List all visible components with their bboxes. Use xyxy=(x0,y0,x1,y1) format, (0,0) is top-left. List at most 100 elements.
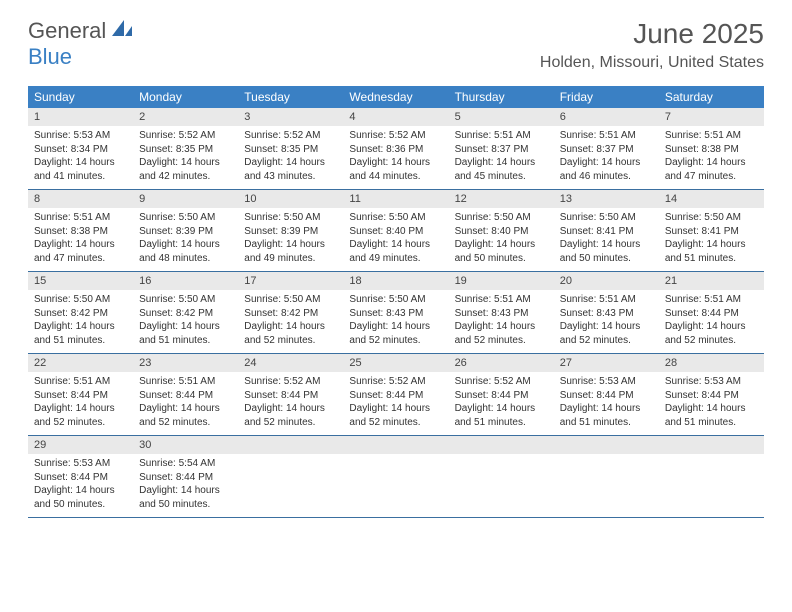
weekday-header: Sunday xyxy=(28,86,133,108)
calendar-week: 8Sunrise: 5:51 AMSunset: 8:38 PMDaylight… xyxy=(28,190,764,272)
calendar-day: 25Sunrise: 5:52 AMSunset: 8:44 PMDayligh… xyxy=(343,354,448,435)
day-number-empty xyxy=(554,436,659,454)
day-details: Sunrise: 5:50 AMSunset: 8:41 PMDaylight:… xyxy=(554,208,659,271)
day-number-empty xyxy=(238,436,343,454)
day-number: 8 xyxy=(28,190,133,208)
day-details: Sunrise: 5:50 AMSunset: 8:42 PMDaylight:… xyxy=(28,290,133,353)
weekday-header: Thursday xyxy=(449,86,554,108)
day-number: 3 xyxy=(238,108,343,126)
calendar-day: 14Sunrise: 5:50 AMSunset: 8:41 PMDayligh… xyxy=(659,190,764,271)
logo-sail-icon xyxy=(110,18,134,44)
calendar-day: 12Sunrise: 5:50 AMSunset: 8:40 PMDayligh… xyxy=(449,190,554,271)
day-details: Sunrise: 5:51 AMSunset: 8:37 PMDaylight:… xyxy=(449,126,554,189)
day-number: 30 xyxy=(133,436,238,454)
day-number: 27 xyxy=(554,354,659,372)
page-header: General June 2025 Holden, Missouri, Unit… xyxy=(0,0,792,78)
day-number: 11 xyxy=(343,190,448,208)
day-number: 13 xyxy=(554,190,659,208)
day-details: Sunrise: 5:54 AMSunset: 8:44 PMDaylight:… xyxy=(133,454,238,517)
day-details: Sunrise: 5:51 AMSunset: 8:44 PMDaylight:… xyxy=(659,290,764,353)
location-text: Holden, Missouri, United States xyxy=(540,54,764,72)
month-title: June 2025 xyxy=(540,18,764,50)
calendar-day: 30Sunrise: 5:54 AMSunset: 8:44 PMDayligh… xyxy=(133,436,238,517)
calendar-day: 17Sunrise: 5:50 AMSunset: 8:42 PMDayligh… xyxy=(238,272,343,353)
day-details: Sunrise: 5:53 AMSunset: 8:44 PMDaylight:… xyxy=(28,454,133,517)
day-number: 15 xyxy=(28,272,133,290)
day-details: Sunrise: 5:53 AMSunset: 8:44 PMDaylight:… xyxy=(554,372,659,435)
weekday-header: Saturday xyxy=(659,86,764,108)
calendar-day: 19Sunrise: 5:51 AMSunset: 8:43 PMDayligh… xyxy=(449,272,554,353)
title-block: June 2025 Holden, Missouri, United State… xyxy=(540,18,764,72)
day-number-empty xyxy=(343,436,448,454)
day-number: 7 xyxy=(659,108,764,126)
day-details: Sunrise: 5:51 AMSunset: 8:38 PMDaylight:… xyxy=(659,126,764,189)
calendar-day: 11Sunrise: 5:50 AMSunset: 8:40 PMDayligh… xyxy=(343,190,448,271)
day-details: Sunrise: 5:52 AMSunset: 8:35 PMDaylight:… xyxy=(133,126,238,189)
calendar-day: 20Sunrise: 5:51 AMSunset: 8:43 PMDayligh… xyxy=(554,272,659,353)
calendar-day: 24Sunrise: 5:52 AMSunset: 8:44 PMDayligh… xyxy=(238,354,343,435)
weekday-header: Monday xyxy=(133,86,238,108)
calendar-day: 15Sunrise: 5:50 AMSunset: 8:42 PMDayligh… xyxy=(28,272,133,353)
day-details: Sunrise: 5:51 AMSunset: 8:43 PMDaylight:… xyxy=(449,290,554,353)
day-details: Sunrise: 5:51 AMSunset: 8:37 PMDaylight:… xyxy=(554,126,659,189)
day-number: 24 xyxy=(238,354,343,372)
logo: General xyxy=(28,18,134,44)
calendar-week: 29Sunrise: 5:53 AMSunset: 8:44 PMDayligh… xyxy=(28,436,764,518)
day-details: Sunrise: 5:50 AMSunset: 8:43 PMDaylight:… xyxy=(343,290,448,353)
day-number: 9 xyxy=(133,190,238,208)
day-details: Sunrise: 5:51 AMSunset: 8:43 PMDaylight:… xyxy=(554,290,659,353)
calendar-day: 4Sunrise: 5:52 AMSunset: 8:36 PMDaylight… xyxy=(343,108,448,189)
day-number-empty xyxy=(449,436,554,454)
day-details: Sunrise: 5:50 AMSunset: 8:40 PMDaylight:… xyxy=(449,208,554,271)
calendar-day: 3Sunrise: 5:52 AMSunset: 8:35 PMDaylight… xyxy=(238,108,343,189)
day-number: 26 xyxy=(449,354,554,372)
calendar-day: 5Sunrise: 5:51 AMSunset: 8:37 PMDaylight… xyxy=(449,108,554,189)
calendar-empty-cell xyxy=(449,436,554,517)
day-number: 25 xyxy=(343,354,448,372)
calendar-week: 1Sunrise: 5:53 AMSunset: 8:34 PMDaylight… xyxy=(28,108,764,190)
day-number: 17 xyxy=(238,272,343,290)
day-details: Sunrise: 5:51 AMSunset: 8:44 PMDaylight:… xyxy=(133,372,238,435)
day-number: 16 xyxy=(133,272,238,290)
weekday-header: Friday xyxy=(554,86,659,108)
weekday-header: Tuesday xyxy=(238,86,343,108)
calendar-day: 18Sunrise: 5:50 AMSunset: 8:43 PMDayligh… xyxy=(343,272,448,353)
day-details: Sunrise: 5:51 AMSunset: 8:44 PMDaylight:… xyxy=(28,372,133,435)
calendar-day: 9Sunrise: 5:50 AMSunset: 8:39 PMDaylight… xyxy=(133,190,238,271)
calendar-day: 22Sunrise: 5:51 AMSunset: 8:44 PMDayligh… xyxy=(28,354,133,435)
calendar-day: 1Sunrise: 5:53 AMSunset: 8:34 PMDaylight… xyxy=(28,108,133,189)
calendar-week: 22Sunrise: 5:51 AMSunset: 8:44 PMDayligh… xyxy=(28,354,764,436)
day-number: 10 xyxy=(238,190,343,208)
calendar-day: 6Sunrise: 5:51 AMSunset: 8:37 PMDaylight… xyxy=(554,108,659,189)
day-number: 6 xyxy=(554,108,659,126)
calendar-day: 27Sunrise: 5:53 AMSunset: 8:44 PMDayligh… xyxy=(554,354,659,435)
day-details: Sunrise: 5:50 AMSunset: 8:42 PMDaylight:… xyxy=(238,290,343,353)
calendar-empty-cell xyxy=(554,436,659,517)
day-number: 20 xyxy=(554,272,659,290)
calendar-day: 23Sunrise: 5:51 AMSunset: 8:44 PMDayligh… xyxy=(133,354,238,435)
day-details: Sunrise: 5:52 AMSunset: 8:44 PMDaylight:… xyxy=(449,372,554,435)
day-details: Sunrise: 5:52 AMSunset: 8:35 PMDaylight:… xyxy=(238,126,343,189)
day-number: 28 xyxy=(659,354,764,372)
day-details: Sunrise: 5:53 AMSunset: 8:44 PMDaylight:… xyxy=(659,372,764,435)
day-details: Sunrise: 5:52 AMSunset: 8:44 PMDaylight:… xyxy=(238,372,343,435)
calendar-empty-cell xyxy=(659,436,764,517)
day-number: 19 xyxy=(449,272,554,290)
calendar-empty-cell xyxy=(343,436,448,517)
day-number: 1 xyxy=(28,108,133,126)
day-number: 5 xyxy=(449,108,554,126)
calendar-day: 7Sunrise: 5:51 AMSunset: 8:38 PMDaylight… xyxy=(659,108,764,189)
day-details: Sunrise: 5:52 AMSunset: 8:36 PMDaylight:… xyxy=(343,126,448,189)
day-details: Sunrise: 5:50 AMSunset: 8:39 PMDaylight:… xyxy=(238,208,343,271)
calendar-day: 2Sunrise: 5:52 AMSunset: 8:35 PMDaylight… xyxy=(133,108,238,189)
day-details: Sunrise: 5:52 AMSunset: 8:44 PMDaylight:… xyxy=(343,372,448,435)
day-number: 21 xyxy=(659,272,764,290)
calendar-day: 10Sunrise: 5:50 AMSunset: 8:39 PMDayligh… xyxy=(238,190,343,271)
day-details: Sunrise: 5:51 AMSunset: 8:38 PMDaylight:… xyxy=(28,208,133,271)
day-details: Sunrise: 5:50 AMSunset: 8:39 PMDaylight:… xyxy=(133,208,238,271)
calendar-day: 26Sunrise: 5:52 AMSunset: 8:44 PMDayligh… xyxy=(449,354,554,435)
day-number: 18 xyxy=(343,272,448,290)
calendar-day: 16Sunrise: 5:50 AMSunset: 8:42 PMDayligh… xyxy=(133,272,238,353)
weekday-header-row: SundayMondayTuesdayWednesdayThursdayFrid… xyxy=(28,86,764,108)
day-details: Sunrise: 5:50 AMSunset: 8:42 PMDaylight:… xyxy=(133,290,238,353)
